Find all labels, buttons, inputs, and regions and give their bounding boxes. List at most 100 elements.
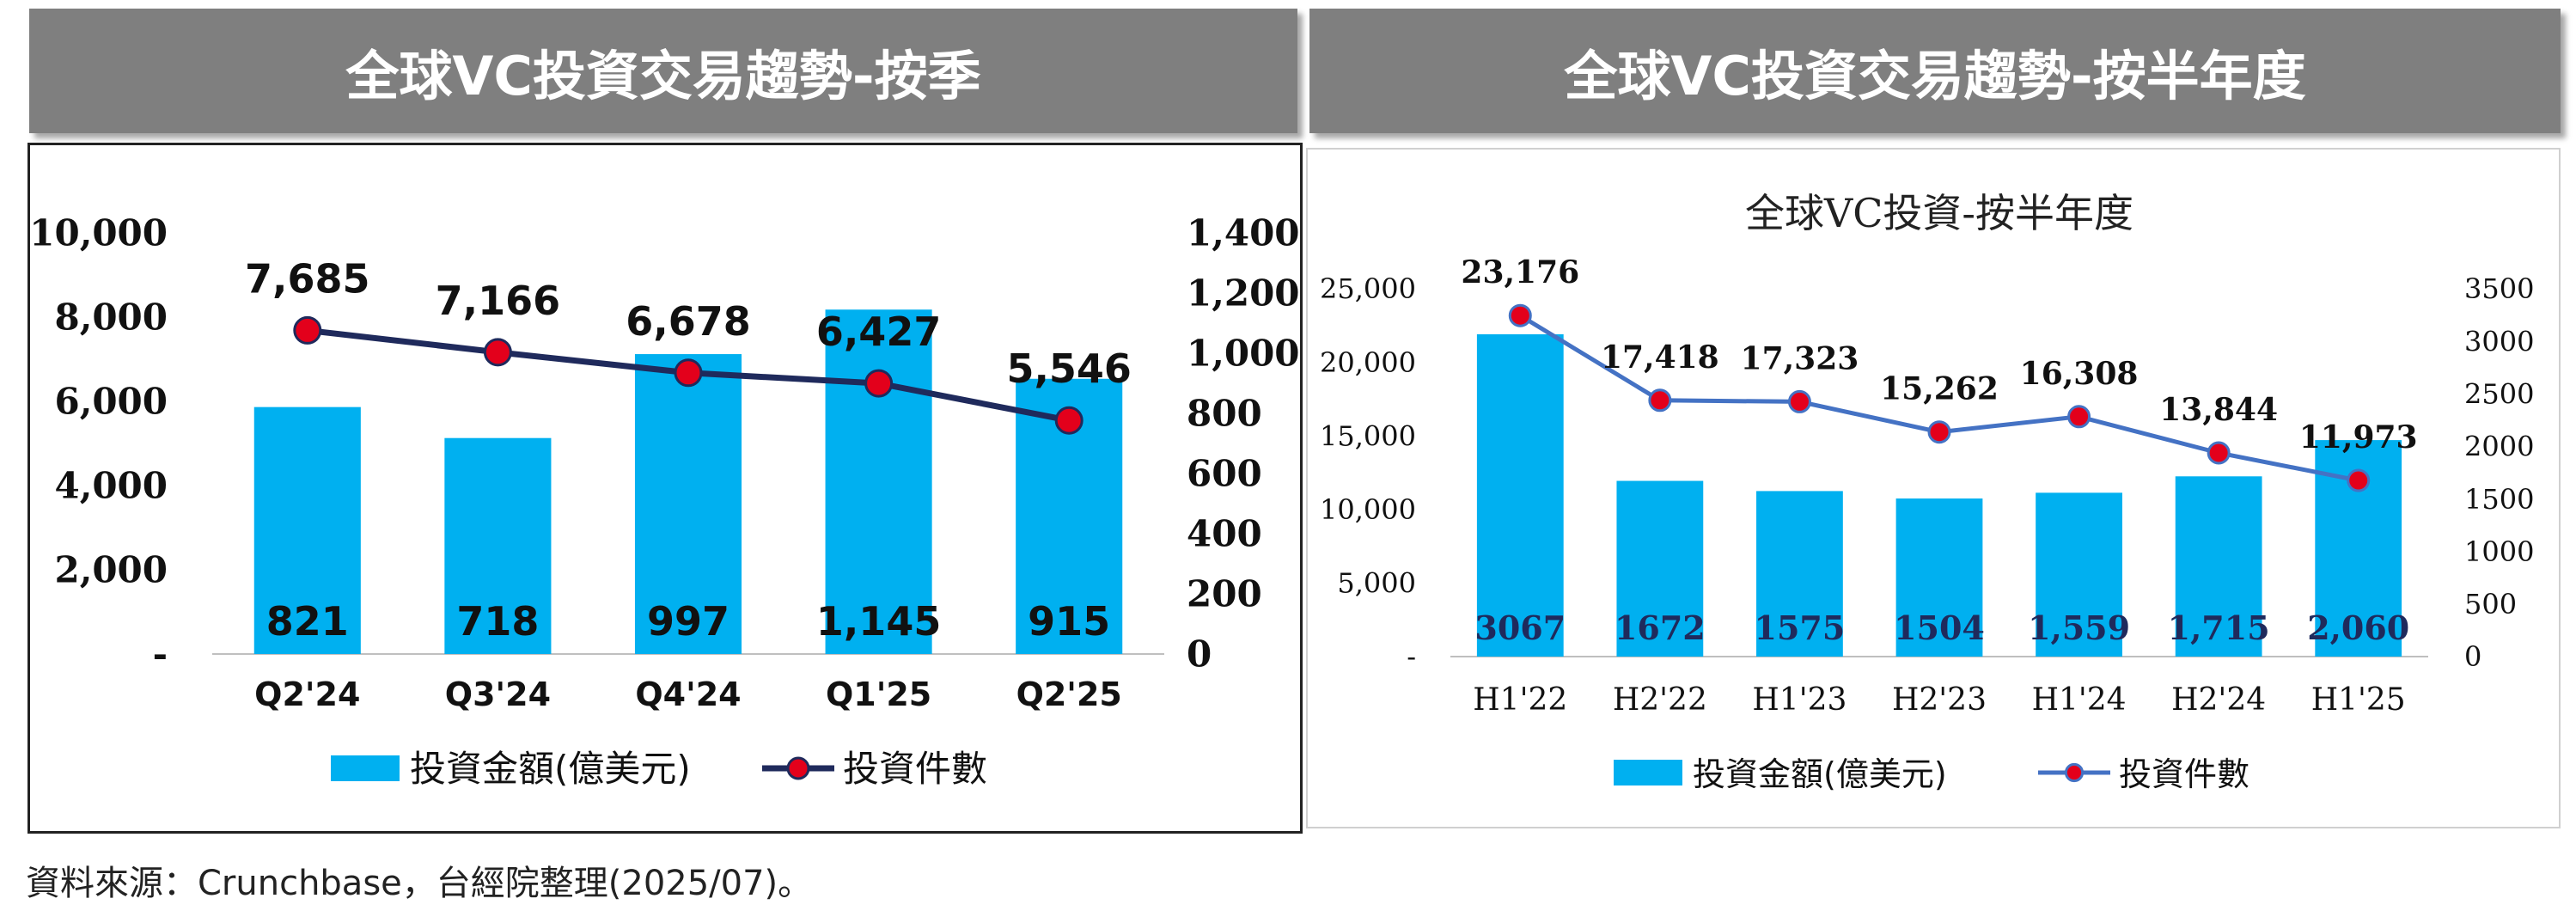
bar-value-label: 1672 — [1615, 608, 1706, 647]
right-axis-tick-label: 0 — [2464, 640, 2481, 673]
right-axis-tick-label: 1,400 — [1187, 212, 1300, 254]
category-label: Q2'25 — [1016, 675, 1122, 713]
line-point-H2'24 — [2207, 441, 2231, 465]
legend-line-marker — [786, 756, 810, 780]
line-value-label: 13,844 — [2159, 392, 2278, 428]
right-axis-tick-label: 2000 — [2464, 431, 2534, 463]
line-point-Q3'24 — [483, 338, 512, 367]
bar-H1'22 — [1476, 333, 1564, 657]
right-axis-tick-label: 200 — [1187, 573, 1262, 615]
quarterly-chart-panel: - 2,000 4,000 6,000 8,000 10,000 0 200 400 600 800… — [27, 143, 1303, 834]
legend-line-label: 投資件數 — [2119, 755, 2249, 793]
bar-value-label: 2,060 — [2307, 608, 2409, 647]
category-label: Q3'24 — [445, 675, 551, 713]
line-value-label: 15,262 — [1880, 371, 1999, 407]
right-axis-tick-label: 500 — [2464, 588, 2517, 620]
bar-Q1'25 — [825, 309, 932, 654]
legend-bar-swatch — [331, 755, 400, 781]
chart-title: 全球VC投資-按半年度 — [1745, 190, 2133, 236]
line-point-Q4'24 — [674, 358, 703, 388]
bar-Q3'24 — [444, 437, 552, 654]
legend-bar-label: 投資金額(億美元) — [1693, 755, 1947, 793]
bar-value-label: 1504 — [1894, 608, 1985, 647]
line-value-label: 16,308 — [2020, 356, 2139, 392]
line-point-H1'25 — [2347, 468, 2371, 492]
category-label: Q4'24 — [635, 675, 741, 713]
bar-Q2'24 — [253, 406, 361, 654]
left-axis-tick-label: 6,000 — [54, 381, 168, 423]
bar-H2'23 — [1895, 498, 1983, 657]
category-label: H1'23 — [1752, 682, 1847, 718]
right-axis-tick-label: 800 — [1187, 393, 1262, 435]
bar-value-label: 821 — [266, 598, 349, 645]
category-label: H2'24 — [2171, 682, 2266, 718]
halfyear-chart-panel: 全球VC投資-按半年度 - 5,000 10,000 15,000 20,000 25,00… — [1306, 148, 2561, 828]
right-axis-tick-label: 1,200 — [1187, 272, 1300, 315]
bar-H1'23 — [1756, 491, 1843, 657]
left-axis-tick-label: 25,000 — [1320, 272, 1416, 305]
bar-H1'24 — [2036, 492, 2122, 657]
right-axis-tick-label: 0 — [1187, 633, 1212, 675]
line-value-label: 17,418 — [1601, 339, 1719, 376]
legend-line-label: 投資件數 — [843, 748, 987, 790]
left-axis-tick-label: 5,000 — [1337, 567, 1416, 600]
bar-value-label: 997 — [647, 598, 729, 645]
left-axis-tick-label: 20,000 — [1320, 346, 1416, 379]
category-label: H1'24 — [2032, 682, 2127, 718]
line-point-H2'23 — [1927, 420, 1951, 444]
right-axis-tick-label: 1,000 — [1187, 333, 1300, 375]
legend-bar-swatch — [1614, 760, 1682, 785]
bar-value-label: 1575 — [1755, 608, 1846, 647]
category-label: H2'22 — [1613, 682, 1707, 718]
right-axis-tick-label: 3500 — [2464, 272, 2534, 305]
banner-halfyear-title: 全球VC投資交易趨勢-按半年度 — [1309, 9, 2561, 133]
left-axis-tick-label: 2,000 — [54, 549, 168, 591]
line-value-label: 6,427 — [816, 309, 942, 355]
category-label: H1'25 — [2311, 682, 2406, 718]
right-axis-tick-label: 400 — [1187, 513, 1262, 555]
bar-value-label: 1,559 — [2028, 608, 2130, 647]
category-label: H2'23 — [1892, 682, 1987, 718]
line-point-H2'22 — [1648, 388, 1672, 413]
left-axis-tick-label: - — [1407, 640, 1416, 673]
line-value-label: 7,166 — [436, 278, 561, 324]
left-axis-tick-label: 10,000 — [1320, 493, 1416, 526]
line-value-label: 5,546 — [1006, 345, 1132, 392]
halfyear-chart: 全球VC投資-按半年度 - 5,000 10,000 15,000 20,000 25,00… — [1320, 190, 2534, 793]
bar-value-label: 1,715 — [2168, 608, 2270, 647]
right-axis-tick-label: 600 — [1187, 453, 1262, 495]
bar-value-label: 3067 — [1474, 608, 1566, 647]
bar-value-label: 1,145 — [816, 598, 942, 645]
line-value-label: 6,678 — [626, 298, 751, 345]
right-axis-tick-label: 1000 — [2464, 535, 2534, 568]
bar-H2'22 — [1616, 480, 1704, 657]
right-axis-tick-label: 2500 — [2464, 377, 2534, 410]
bar-value-label: 915 — [1028, 598, 1110, 645]
left-axis-tick-label: 8,000 — [54, 296, 168, 339]
category-label: Q1'25 — [826, 675, 931, 713]
left-axis-tick-label: 4,000 — [54, 465, 168, 507]
line-point-Q1'25 — [864, 369, 894, 398]
bar-value-label: 718 — [456, 598, 539, 645]
line-point-H1'22 — [1508, 303, 1532, 327]
line-value-label: 7,685 — [245, 255, 370, 302]
left-axis-tick-label: - — [153, 633, 168, 675]
line-point-H1'24 — [2067, 405, 2091, 429]
legend-bar-label: 投資金額(億美元) — [410, 748, 691, 790]
category-label: Q2'24 — [254, 675, 360, 713]
left-axis-tick-label: 10,000 — [30, 212, 168, 254]
source-note: 資料來源：Crunchbase，台經院整理(2025/07)。 — [26, 864, 813, 903]
line-value-label: 17,323 — [1741, 340, 1859, 376]
legend-line-marker — [2064, 762, 2085, 783]
category-label: H1'22 — [1473, 682, 1567, 718]
left-axis-tick-label: 15,000 — [1320, 419, 1416, 452]
line-value-label: 11,973 — [2299, 419, 2418, 455]
line-point-Q2'25 — [1054, 406, 1084, 435]
right-axis-tick-label: 3000 — [2464, 325, 2534, 358]
line-value-label: 23,176 — [1461, 254, 1579, 290]
line-point-H1'23 — [1787, 389, 1811, 413]
banner-quarterly-title: 全球VC投資交易趨勢-按季 — [29, 9, 1297, 133]
right-axis-tick-label: 1500 — [2464, 483, 2534, 516]
line-point-Q2'24 — [293, 315, 322, 345]
quarterly-chart: - 2,000 4,000 6,000 8,000 10,000 0 200 400 600 800… — [30, 212, 1300, 790]
